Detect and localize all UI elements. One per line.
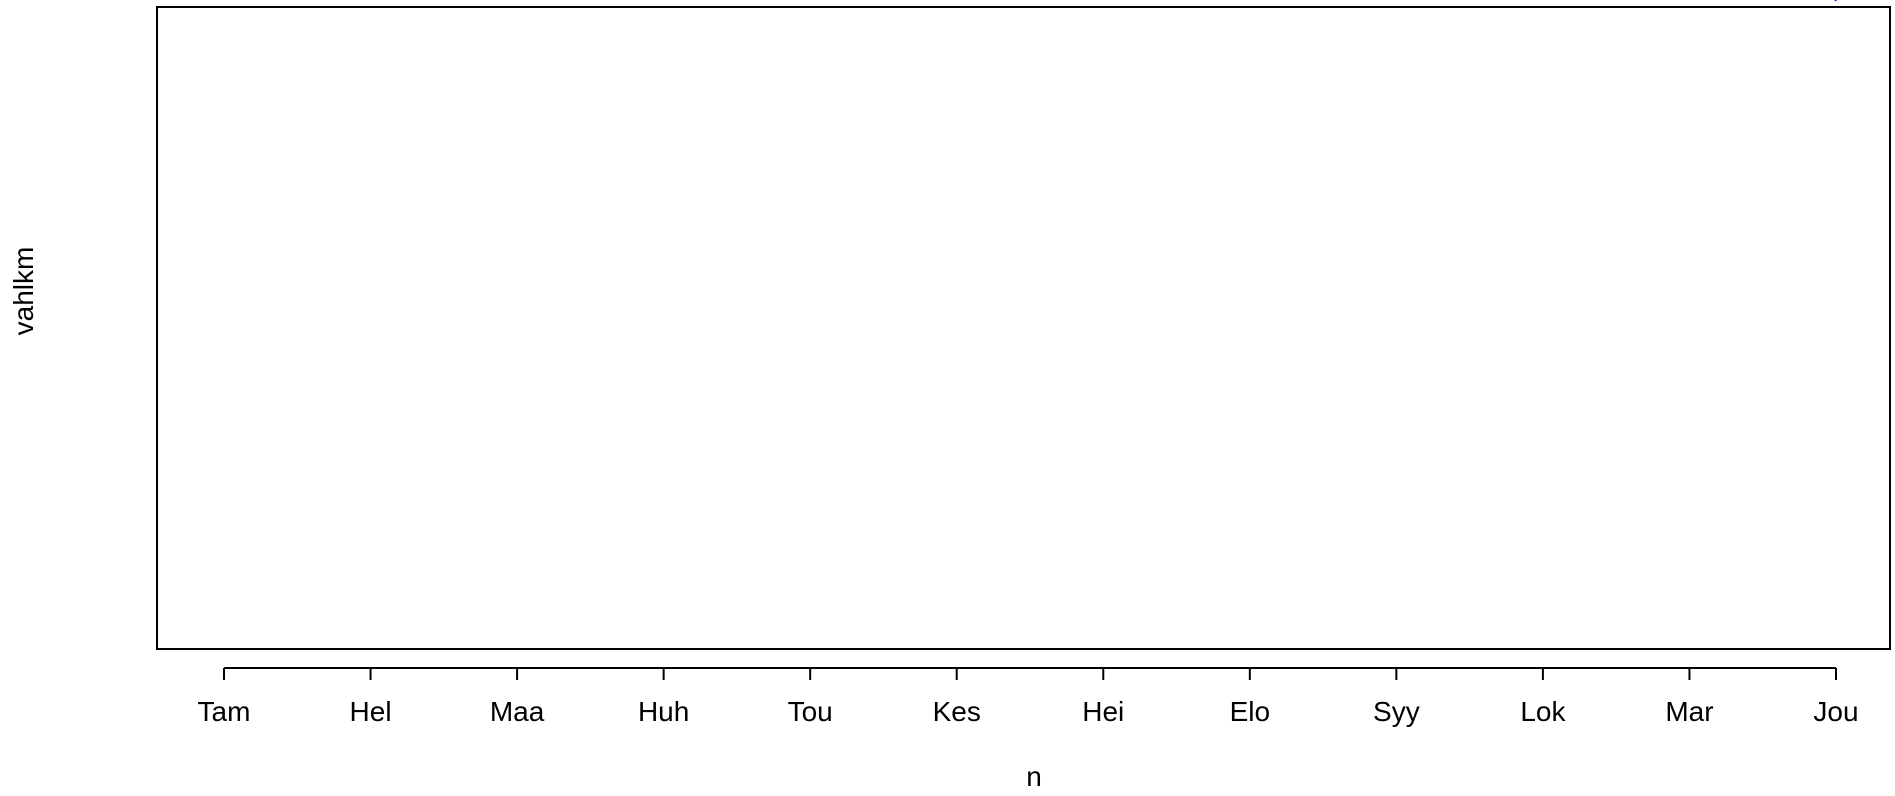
x-tick-label: Tam [198,696,251,727]
x-tick-label: Hel [350,696,392,727]
y-axis-label: vahlkm [8,247,39,336]
x-tick-label: Elo [1230,696,1270,727]
x-tick-label: Syy [1373,696,1420,727]
x-tick-label: Maa [490,696,545,727]
x-tick-label: Tou [788,696,833,727]
plot-frame [156,6,1891,650]
series-line-blue-dashed-lower [1834,0,1837,2]
x-axis-label: n [1026,761,1042,792]
x-tick-label: Kes [933,696,981,727]
series-blue-dashed-lower [1834,0,1837,2]
x-tick-label: Jou [1813,696,1858,727]
x-tick-label: Hei [1082,696,1124,727]
x-tick-label: Lok [1520,696,1566,727]
x-tick-label: Huh [638,696,689,727]
x-tick-label: Mar [1665,696,1713,727]
